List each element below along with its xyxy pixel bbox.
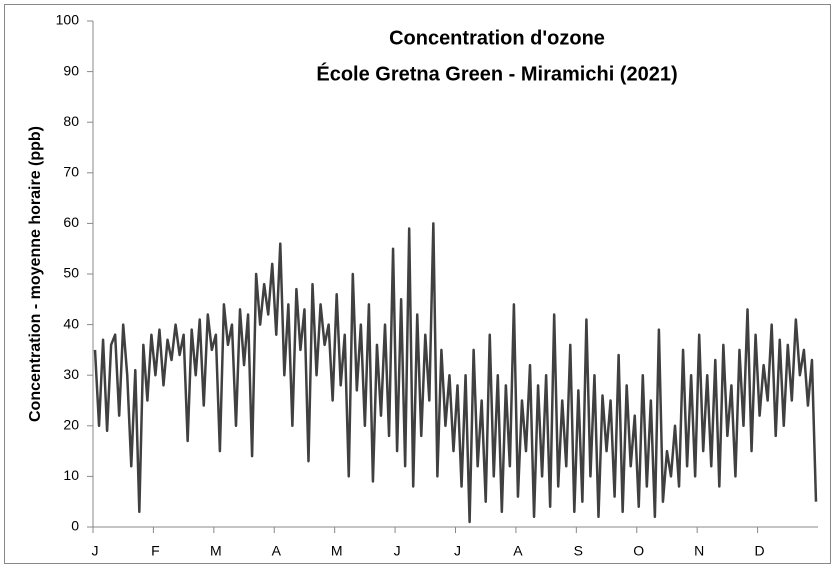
x-tick-label: O	[633, 543, 644, 559]
y-tick-label: 60	[63, 214, 79, 230]
y-tick-label: 0	[71, 518, 79, 534]
y-tick-label: 40	[63, 315, 79, 331]
x-tick-label: M	[331, 543, 343, 559]
y-tick-label: 10	[63, 467, 79, 483]
chart-title: Concentration d'ozone	[389, 27, 605, 49]
x-tick-label: A	[272, 543, 282, 559]
data-line	[93, 222, 818, 524]
y-tick-label: 90	[63, 62, 79, 78]
y-tick-label: 70	[63, 164, 79, 180]
chart-subtitle: École Gretna Green - Miramichi (2021)	[316, 62, 677, 85]
x-tick-label: J	[92, 543, 99, 559]
x-tick-label: F	[151, 543, 160, 559]
x-tick-label: J	[454, 543, 461, 559]
x-tick-label: S	[574, 543, 583, 559]
x-tick-label: D	[755, 543, 765, 559]
x-tick-label: M	[210, 543, 222, 559]
y-axis-label: Concentration - moyenne horaire (ppb)	[27, 126, 44, 422]
y-tick-label: 30	[63, 366, 79, 382]
x-tick-label: N	[694, 543, 704, 559]
y-tick-label: 100	[56, 12, 80, 28]
y-tick-label: 50	[63, 265, 79, 281]
y-tick-label: 20	[63, 417, 79, 433]
chart-border	[4, 4, 831, 564]
y-tick-label: 80	[63, 113, 79, 129]
x-tick-label: J	[394, 543, 401, 559]
x-tick-label: A	[513, 543, 523, 559]
